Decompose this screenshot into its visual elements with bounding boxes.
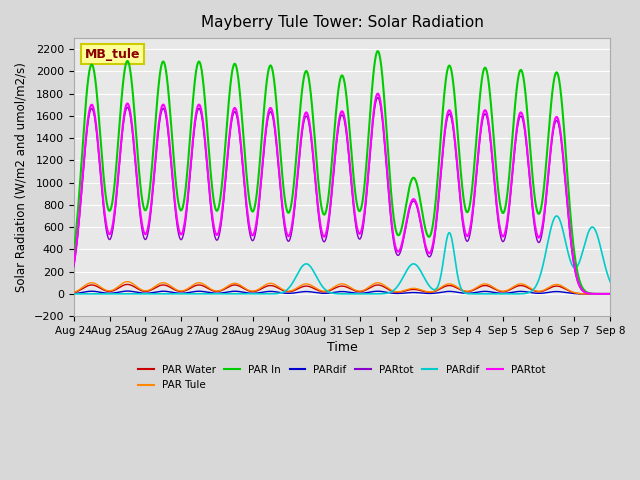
Y-axis label: Solar Radiation (W/m2 and umol/m2/s): Solar Radiation (W/m2 and umol/m2/s) [15, 62, 28, 292]
Text: MB_tule: MB_tule [84, 48, 140, 60]
X-axis label: Time: Time [326, 341, 357, 354]
Legend: PAR Water, PAR Tule, PAR In, PARdif, PARtot, PARdif, PARtot: PAR Water, PAR Tule, PAR In, PARdif, PAR… [134, 361, 550, 395]
Title: Mayberry Tule Tower: Solar Radiation: Mayberry Tule Tower: Solar Radiation [200, 15, 483, 30]
